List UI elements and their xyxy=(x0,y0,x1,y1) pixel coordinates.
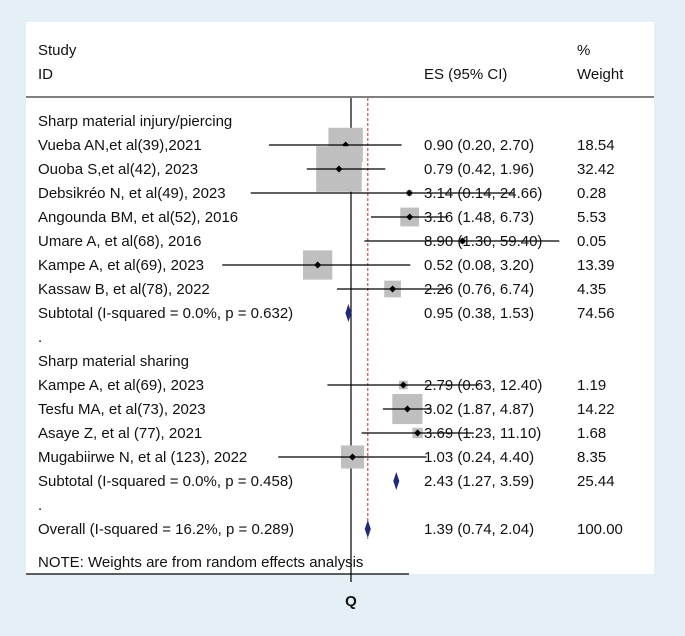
point-estimate xyxy=(314,261,322,269)
forest-rows: Sharp material injury/piercing Vueba AN,e… xyxy=(38,113,623,538)
point-estimate xyxy=(349,453,357,461)
row-es-ci: 0.79 (0.42, 1.96) xyxy=(424,161,534,178)
row-weight: 8.35 xyxy=(577,449,606,466)
header-study: Study xyxy=(38,42,77,59)
point-estimate xyxy=(335,165,343,173)
row-weight: 4.35 xyxy=(577,281,606,298)
row-label: Debsikréo N, et al(49), 2023 xyxy=(38,185,226,202)
row-weight: 13.39 xyxy=(577,257,615,274)
plot-panel xyxy=(26,22,654,574)
forest-marks xyxy=(222,98,560,574)
header-id: ID xyxy=(38,66,53,83)
row-weight: 25.44 xyxy=(577,473,615,490)
row-es-ci: 2.43 (1.27, 3.59) xyxy=(424,473,534,490)
row-label: . xyxy=(38,497,42,514)
row-label: Subtotal (I-squared = 0.0%, p = 0.632) xyxy=(38,305,293,322)
row-weight: 0.28 xyxy=(577,185,606,202)
row-label: Umare A, et al(68), 2016 xyxy=(38,233,201,250)
row-es-ci: 2.79 (0.63, 12.40) xyxy=(424,377,542,394)
header-percent: % xyxy=(577,42,590,59)
row-es-ci: 3.16 (1.48, 6.73) xyxy=(424,209,534,226)
point-estimate xyxy=(458,237,466,245)
row-es-ci: 3.02 (1.87, 4.87) xyxy=(424,401,534,418)
row-label: Tesfu MA, et al(73), 2023 xyxy=(38,401,206,418)
row-label: Ouoba S,et al(42), 2023 xyxy=(38,161,198,178)
x-axis-tick-label: Q xyxy=(345,593,357,610)
row-es-ci: 1.39 (0.74, 2.04) xyxy=(424,521,534,538)
row-es-ci: 3.69 (1.23, 11.10) xyxy=(424,425,541,442)
row-es-ci: 8.90 (1.30, 59.40) xyxy=(424,233,542,250)
row-weight: 5.53 xyxy=(577,209,606,226)
row-es-ci: 0.52 (0.08, 3.20) xyxy=(424,257,534,274)
point-estimate xyxy=(414,429,422,437)
header-weight: Weight xyxy=(577,66,624,83)
summary-diamond xyxy=(364,520,371,538)
point-estimate xyxy=(405,189,413,197)
summary-diamond xyxy=(393,472,400,490)
point-estimate xyxy=(399,381,407,389)
row-label: Kampe A, et al(69), 2023 xyxy=(38,257,204,274)
row-label: Mugabiirwe N, et al (123), 2022 xyxy=(38,449,247,466)
row-label: Kassaw B, et al(78), 2022 xyxy=(38,281,210,298)
row-es-ci: 0.95 (0.38, 1.53) xyxy=(424,305,534,322)
row-es-ci: 0.90 (0.20, 2.70) xyxy=(424,137,534,154)
point-estimate xyxy=(403,405,411,413)
header-es: ES (95% CI) xyxy=(424,66,507,83)
row-weight: 32.42 xyxy=(577,161,615,178)
row-weight: 74.56 xyxy=(577,305,615,322)
row-weight: 18.54 xyxy=(577,137,615,154)
note-text: NOTE: Weights are from random effects an… xyxy=(38,554,363,571)
point-estimate xyxy=(406,213,414,221)
row-weight: 14.22 xyxy=(577,401,615,418)
summary-diamond xyxy=(345,304,352,322)
row-weight: 1.19 xyxy=(577,377,606,394)
row-weight: 0.05 xyxy=(577,233,606,250)
row-weight: 100.00 xyxy=(577,521,623,538)
row-label: . xyxy=(38,329,42,346)
point-estimate xyxy=(389,285,397,293)
row-label: Overall (I-squared = 16.2%, p = 0.289) xyxy=(38,521,294,538)
row-es-ci: 2.26 (0.76, 6.74) xyxy=(424,281,534,298)
row-weight: 1.68 xyxy=(577,425,606,442)
row-label: Kampe A, et al(69), 2023 xyxy=(38,377,204,394)
row-label: Angounda BM, et al(52), 2016 xyxy=(38,209,238,226)
row-label: Subtotal (I-squared = 0.0%, p = 0.458) xyxy=(38,473,293,490)
row-label: Sharp material sharing xyxy=(38,353,189,370)
row-label: Asaye Z, et al (77), 2021 xyxy=(38,425,202,442)
row-label: Sharp material injury/piercing xyxy=(38,113,232,130)
row-label: Vueba AN,et al(39),2021 xyxy=(38,137,202,154)
row-es-ci: 3.14 (0.14, 24.66) xyxy=(424,185,542,202)
row-es-ci: 1.03 (0.24, 4.40) xyxy=(424,449,534,466)
